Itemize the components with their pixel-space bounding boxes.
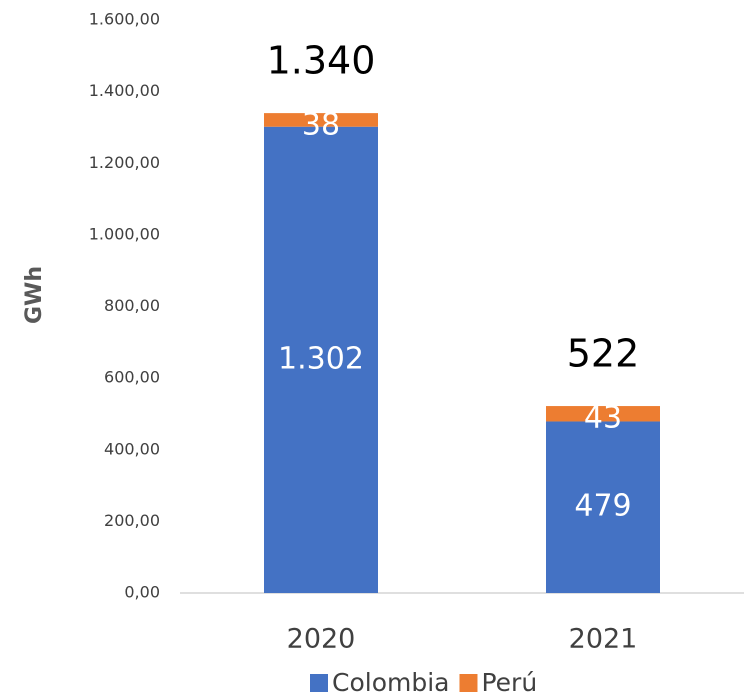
y-tick-label: 1.600,00 xyxy=(89,10,160,29)
data-label: 1.302 xyxy=(278,341,364,376)
bar-segment xyxy=(264,113,378,127)
y-tick-label: 800,00 xyxy=(104,296,160,315)
y-tick-label: 400,00 xyxy=(104,439,160,458)
y-tick-label: 1.000,00 xyxy=(89,224,160,243)
total-label: 1.340 xyxy=(267,39,376,83)
legend-label: Perú xyxy=(481,668,537,697)
y-tick-label: 600,00 xyxy=(104,368,160,387)
bar-segment xyxy=(264,126,378,593)
legend-swatch xyxy=(310,674,328,692)
legend-label: Colombia xyxy=(332,668,449,697)
total-label: 522 xyxy=(567,332,640,376)
y-tick-label: 1.200,00 xyxy=(89,153,160,172)
y-tick-label: 1.400,00 xyxy=(89,81,160,100)
x-tick-label: 2020 xyxy=(287,624,356,655)
y-tick-label: 0,00 xyxy=(124,583,160,602)
bar-segment xyxy=(546,406,660,422)
data-label: 43 xyxy=(584,401,622,436)
y-tick-label: 200,00 xyxy=(104,511,160,530)
data-label: 38 xyxy=(302,108,340,143)
bar-segment xyxy=(546,421,660,593)
legend-swatch xyxy=(459,674,478,692)
y-axis-label: GWh xyxy=(22,266,47,324)
data-label: 479 xyxy=(574,489,631,524)
x-tick-label: 2021 xyxy=(569,624,638,655)
